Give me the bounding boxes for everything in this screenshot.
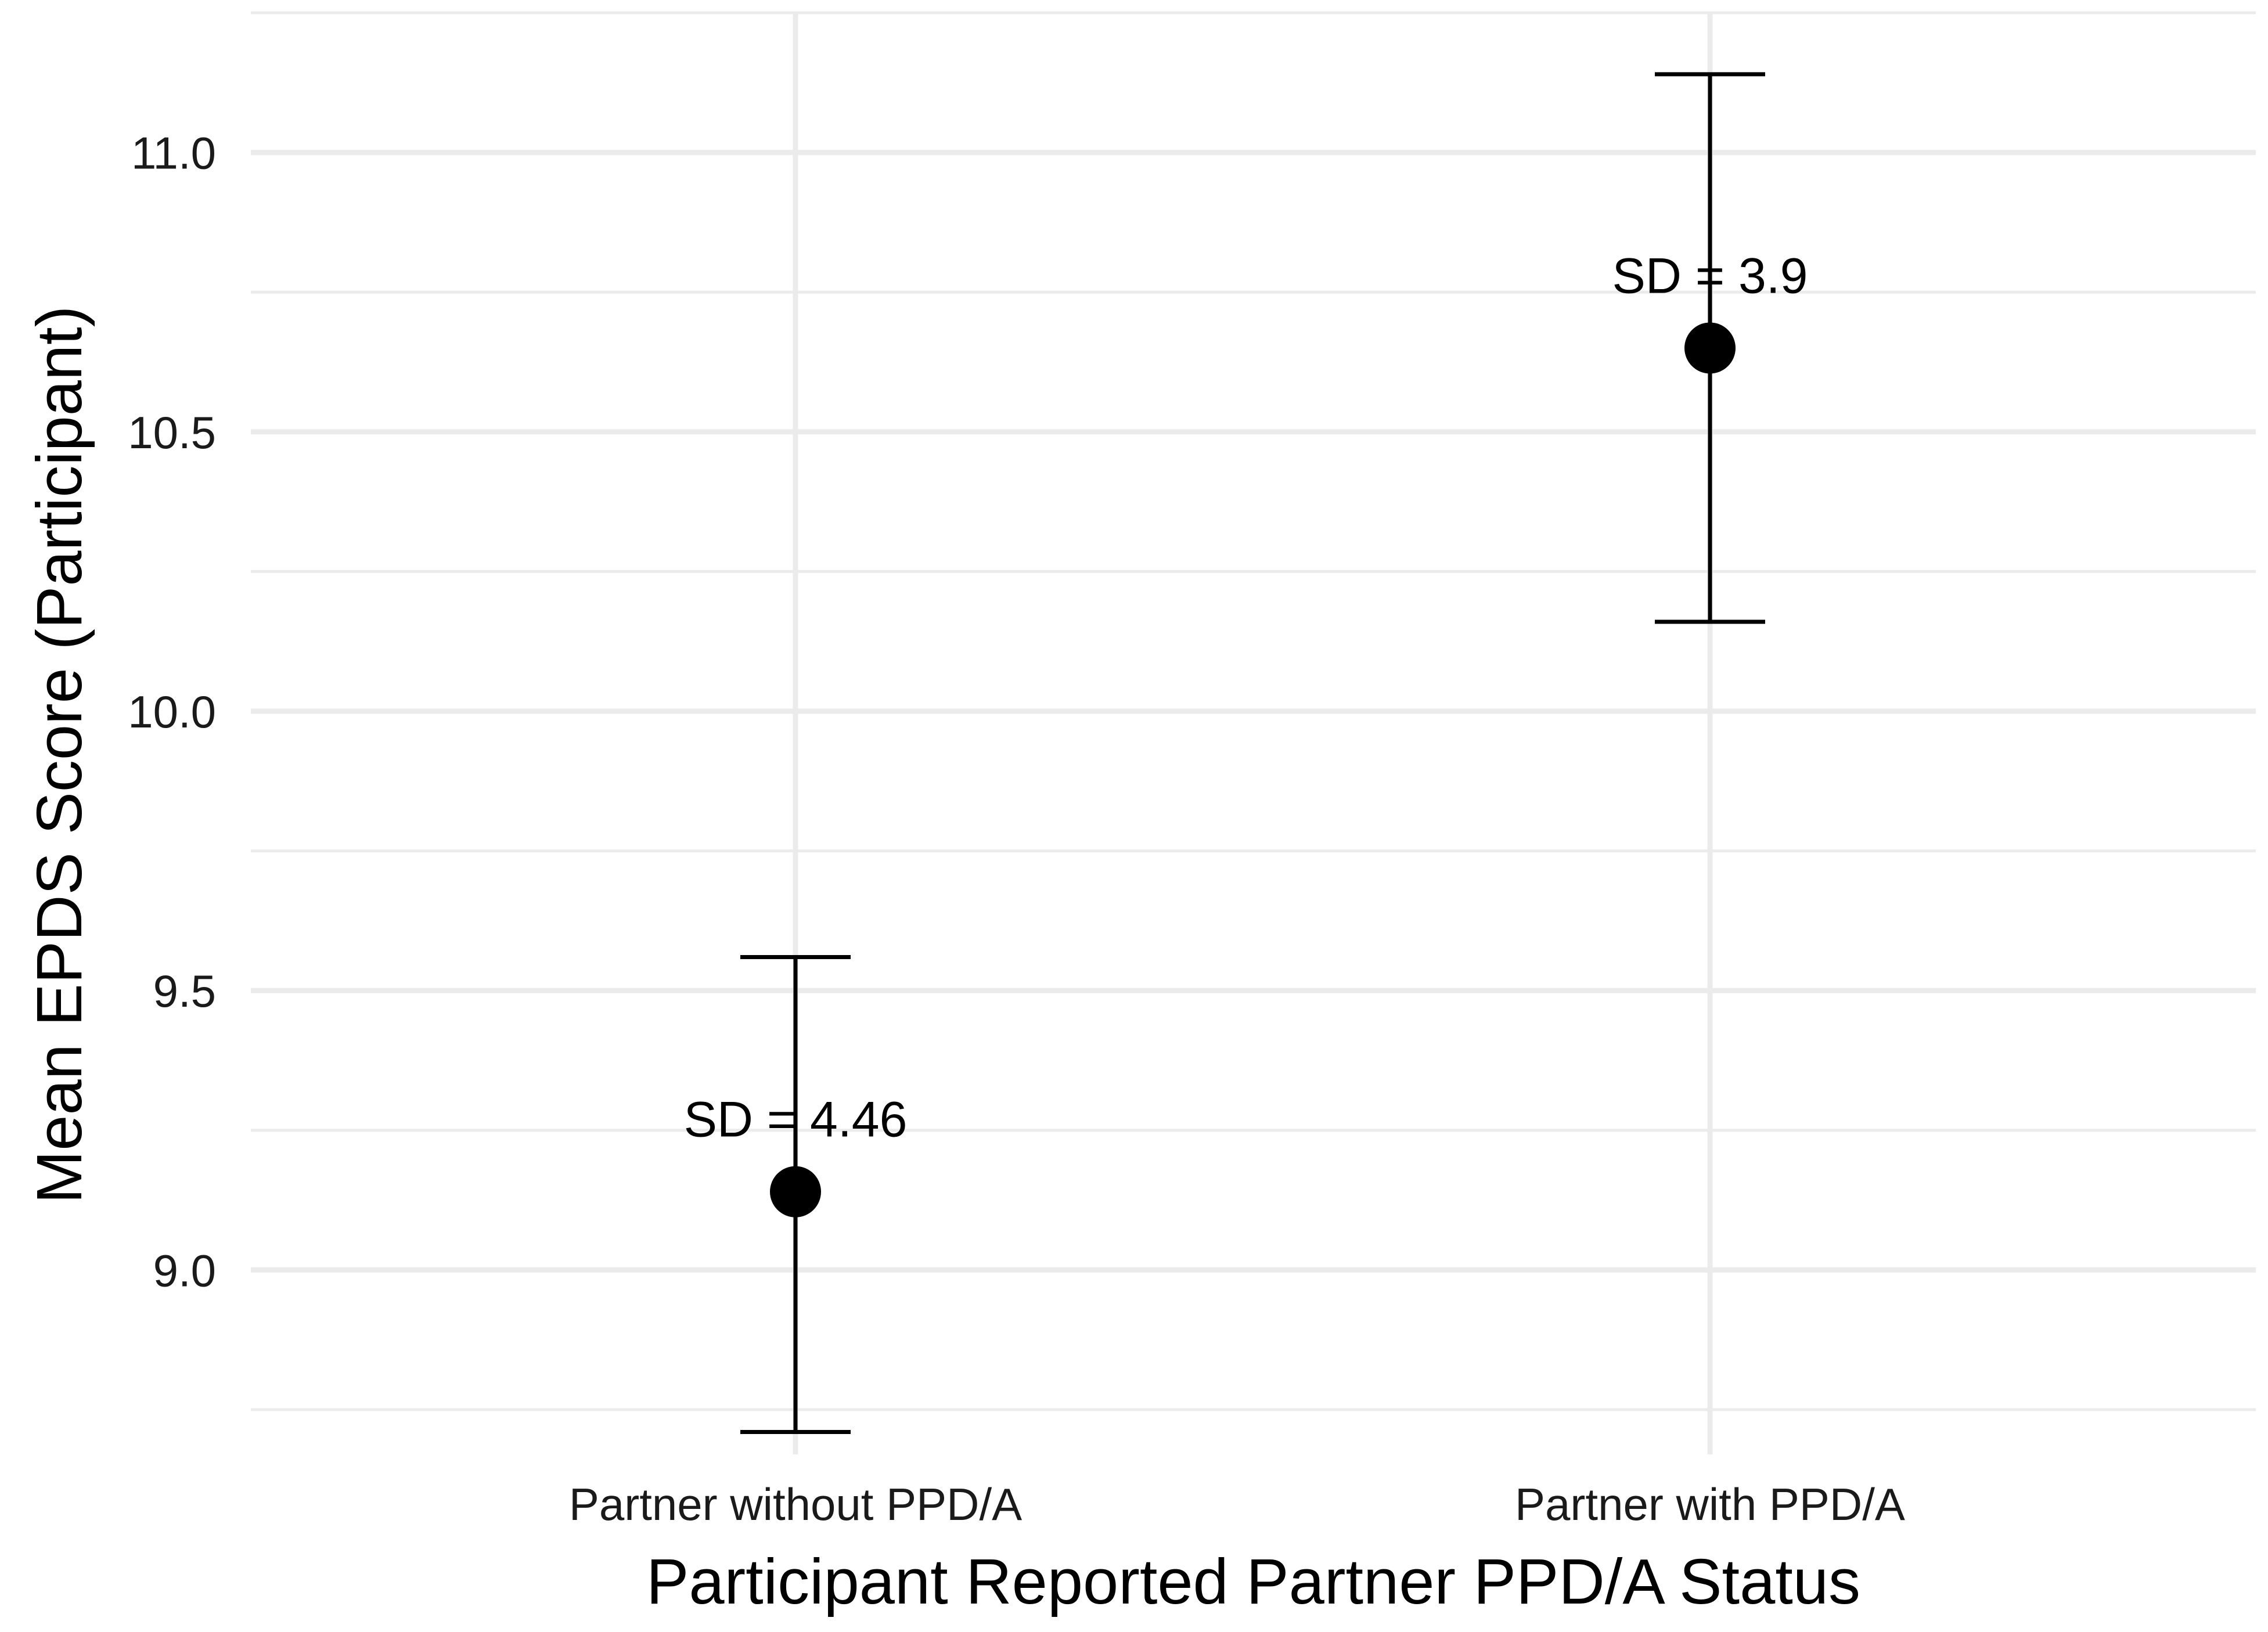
x-tick-label: Partner without PPD/A [569,1479,1022,1530]
x-tick-label: Partner with PPD/A [1515,1479,1905,1530]
y-tick-label: 9.0 [153,1245,216,1296]
y-axis-title: Mean EPDS Score (Participant) [24,306,95,1204]
y-tick-label: 11.0 [131,128,216,179]
y-tick-label: 9.5 [153,965,216,1017]
x-axis-title: Participant Reported Partner PPD/A Statu… [646,1546,1860,1617]
x-tick-labels: Partner without PPD/A Partner with PPD/A [569,1479,1905,1530]
sd-label: SD = 4.46 [684,1092,908,1148]
sd-label: SD = 3.9 [1612,248,1808,304]
y-tick-labels: 9.0 9.5 10.0 10.5 11.0 [128,128,216,1296]
mean-point [770,1166,821,1217]
grid [251,11,2256,1454]
mean-point [1684,322,1736,374]
data-marks: SD = 4.46 SD = 3.9 [684,72,1808,1435]
y-tick-label: 10.5 [128,407,216,458]
y-tick-label: 10.0 [128,686,216,737]
